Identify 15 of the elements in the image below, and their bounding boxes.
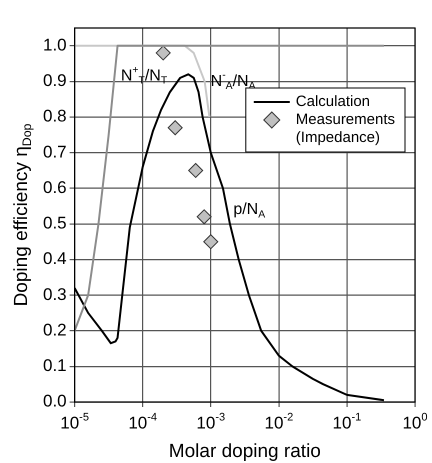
y-tick-label: 0.3	[42, 284, 67, 304]
y-tick-label: 0.4	[42, 249, 67, 268]
y-tick-label: 0.5	[42, 214, 67, 233]
y-tick-label: 0.1	[42, 356, 67, 376]
y-tick-label: 0.2	[42, 320, 67, 340]
y-tick-label: 0.7	[42, 142, 67, 162]
y-tick-label: 0.8	[42, 106, 67, 126]
y-tick-label: 0.6	[42, 178, 67, 197]
legend-label: Measurements (Impedance)	[296, 111, 396, 146]
y-axis-title: Doping efficiency ηDop	[11, 123, 34, 306]
y-tick-label: 0.0	[42, 392, 67, 411]
y-tick-label: 1.0	[42, 35, 67, 54]
x-axis-title: Molar doping ratio	[168, 441, 321, 462]
legend-label: Calculation	[296, 93, 370, 110]
y-tick-label: 0.9	[42, 71, 67, 90]
